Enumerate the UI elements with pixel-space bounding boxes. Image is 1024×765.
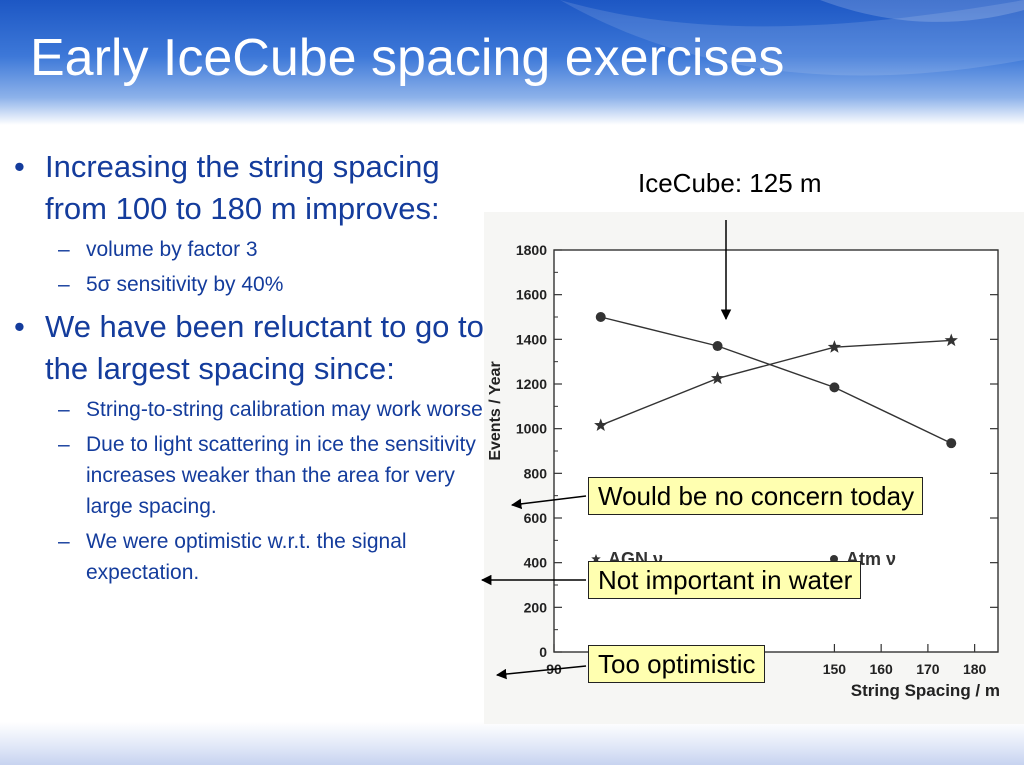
footer-band — [0, 722, 1024, 765]
bullet-item: • Increasing the string spacing from 100… — [14, 146, 504, 230]
x-axis-label: String Spacing / m — [851, 681, 1000, 700]
y-tick-label: 0 — [539, 644, 547, 660]
y-tick-label: 1400 — [516, 331, 547, 347]
bullet-marker: • — [14, 149, 25, 184]
dash-marker: – — [58, 398, 70, 421]
x-tick-label: 90 — [546, 661, 562, 677]
slide-title: Early IceCube spacing exercises — [30, 29, 785, 87]
sub-bullet-text: String-to-string calibration may work wo… — [86, 398, 489, 421]
sub-bullet-item: – We were optimistic w.r.t. the signal e… — [14, 526, 504, 588]
series-line — [600, 316, 952, 444]
data-point-circle — [595, 312, 606, 322]
sub-bullet-text: Due to light scattering in ice the sensi… — [86, 433, 476, 518]
dash-marker: – — [58, 433, 70, 456]
x-tick-label: 160 — [869, 661, 893, 677]
bullet-text: Increasing the string spacing from 100 t… — [45, 149, 440, 226]
y-tick-label: 1200 — [516, 376, 547, 392]
bullet-text: We have been reluctant to go to the larg… — [45, 309, 484, 386]
callout-too-optimistic: Too optimistic — [588, 645, 765, 683]
icecube-spacing-label: IceCube: 125 m — [638, 168, 822, 198]
data-point-circle — [829, 382, 840, 393]
y-axis-label: Events / Year — [487, 361, 504, 460]
header-band — [0, 0, 1024, 125]
series-line — [600, 339, 952, 426]
sub-bullet-text: 5σ sensitivity by 40% — [86, 273, 284, 296]
sub-bullet-item: – 5σ sensitivity by 40% — [14, 269, 504, 300]
x-tick-label: 180 — [963, 661, 987, 677]
data-point-circle — [712, 341, 723, 352]
bullet-list: • Increasing the string spacing from 100… — [14, 146, 504, 588]
legend-marker — [591, 554, 601, 564]
sub-bullet-item: – String-to-string calibration may work … — [14, 394, 504, 425]
sub-bullet-text: We were optimistic w.r.t. the signal exp… — [86, 530, 407, 584]
sub-bullet-text: volume by factor 3 — [86, 238, 258, 261]
y-tick-label: 800 — [524, 465, 548, 481]
dash-marker: – — [58, 273, 70, 296]
y-tick-label: 1800 — [516, 242, 547, 258]
x-tick-label: 170 — [916, 661, 940, 677]
y-tick-label: 400 — [524, 555, 548, 571]
dash-marker: – — [58, 238, 70, 261]
data-point-circle — [946, 438, 957, 449]
callout-no-concern: Would be no concern today — [588, 477, 924, 515]
bullet-item: • We have been reluctant to go to the la… — [14, 306, 504, 390]
sub-bullet-item: – Due to light scattering in ice the sen… — [14, 429, 504, 522]
y-tick-label: 600 — [524, 510, 548, 526]
sub-bullet-item: – volume by factor 3 — [14, 234, 504, 265]
data-point-star — [827, 340, 842, 353]
y-tick-label: 200 — [524, 599, 548, 615]
data-point-star — [710, 371, 725, 385]
callout-not-important: Not important in water — [588, 561, 862, 599]
bullet-marker: • — [14, 309, 25, 344]
y-tick-label: 1600 — [516, 287, 547, 303]
x-tick-label: 150 — [823, 661, 847, 677]
data-point-star — [594, 418, 608, 431]
data-point-star — [944, 333, 958, 347]
y-tick-label: 1000 — [516, 421, 547, 437]
dash-marker: – — [58, 530, 70, 553]
